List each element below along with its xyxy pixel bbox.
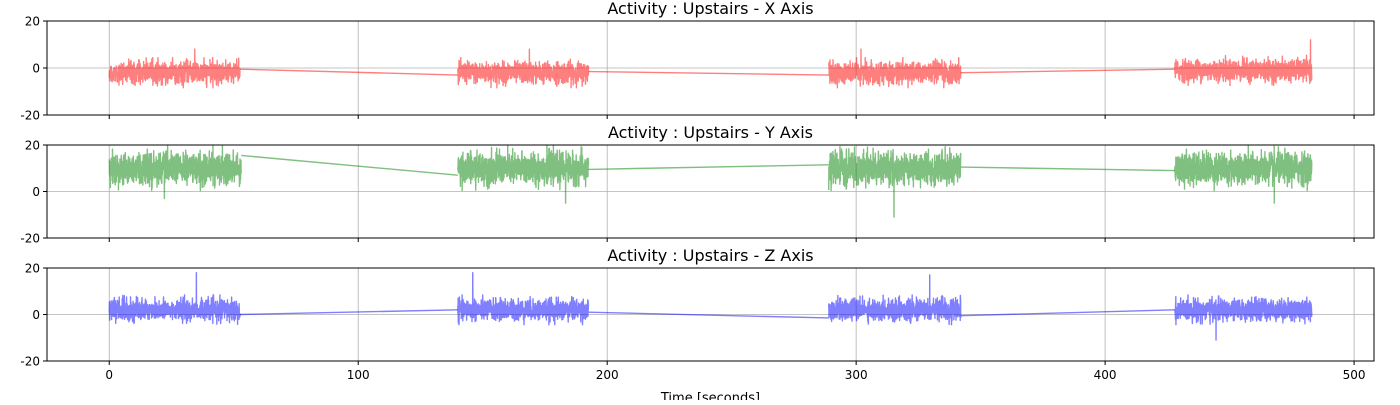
series-segment <box>828 274 962 326</box>
series-segment <box>1174 145 1313 204</box>
series-connector <box>588 164 829 171</box>
y-tick-label: 20 <box>25 15 40 29</box>
x-tick-label: 500 <box>1343 368 1366 382</box>
x-tick-label: 200 <box>596 368 619 382</box>
series-connector <box>239 68 458 76</box>
series-connector <box>588 311 829 319</box>
y-tick-label: 0 <box>32 308 40 322</box>
y-tick-label: 0 <box>32 62 40 76</box>
series-segment <box>457 48 590 89</box>
series-segment <box>108 271 241 325</box>
chart-title: Activity : Upstairs - X Axis <box>607 0 813 18</box>
series-connector <box>960 166 1175 172</box>
y-tick-label: -20 <box>20 109 40 123</box>
series-connector <box>960 309 1175 317</box>
subplot-2: -20 0 20 Activity : Upstairs - Y Axis <box>20 123 1375 246</box>
x-tick-label: 0 <box>105 368 113 382</box>
subplot-3: 0 100 200 300 400 500 -20 0 20 Activity : Upstair… <box>20 246 1375 405</box>
series-1 <box>108 39 1313 89</box>
x-tick-label: 100 <box>347 368 370 382</box>
series-segment <box>1174 294 1313 341</box>
y-tick-label: 20 <box>25 139 40 153</box>
series-connector <box>239 309 458 316</box>
series-segment <box>828 145 962 218</box>
series-segment <box>108 145 242 200</box>
x-tick-label: 300 <box>845 368 868 382</box>
series-segment <box>457 145 590 204</box>
subplot-1: -20 0 20 Activity : Upstairs - X Axis <box>20 0 1375 123</box>
series-segment <box>108 48 241 89</box>
series-segment <box>828 48 962 89</box>
series-segment <box>1174 39 1313 87</box>
chart-title: Activity : Upstairs - Z Axis <box>607 246 813 265</box>
y-tick-label: 20 <box>25 262 40 276</box>
x-tick-label: 400 <box>1094 368 1117 382</box>
chart-title: Activity : Upstairs - Y Axis <box>608 123 813 142</box>
y-tick-label: -20 <box>20 232 40 246</box>
series-segment <box>457 271 590 326</box>
y-tick-label: -20 <box>20 355 40 369</box>
series-3 <box>108 271 1313 341</box>
series-connector <box>241 154 458 176</box>
y-tick-label: 0 <box>32 185 40 199</box>
series-connector <box>588 70 829 76</box>
series-connector <box>960 68 1175 74</box>
series-2 <box>108 145 1313 218</box>
x-axis-label: Time [seconds] <box>660 391 760 400</box>
